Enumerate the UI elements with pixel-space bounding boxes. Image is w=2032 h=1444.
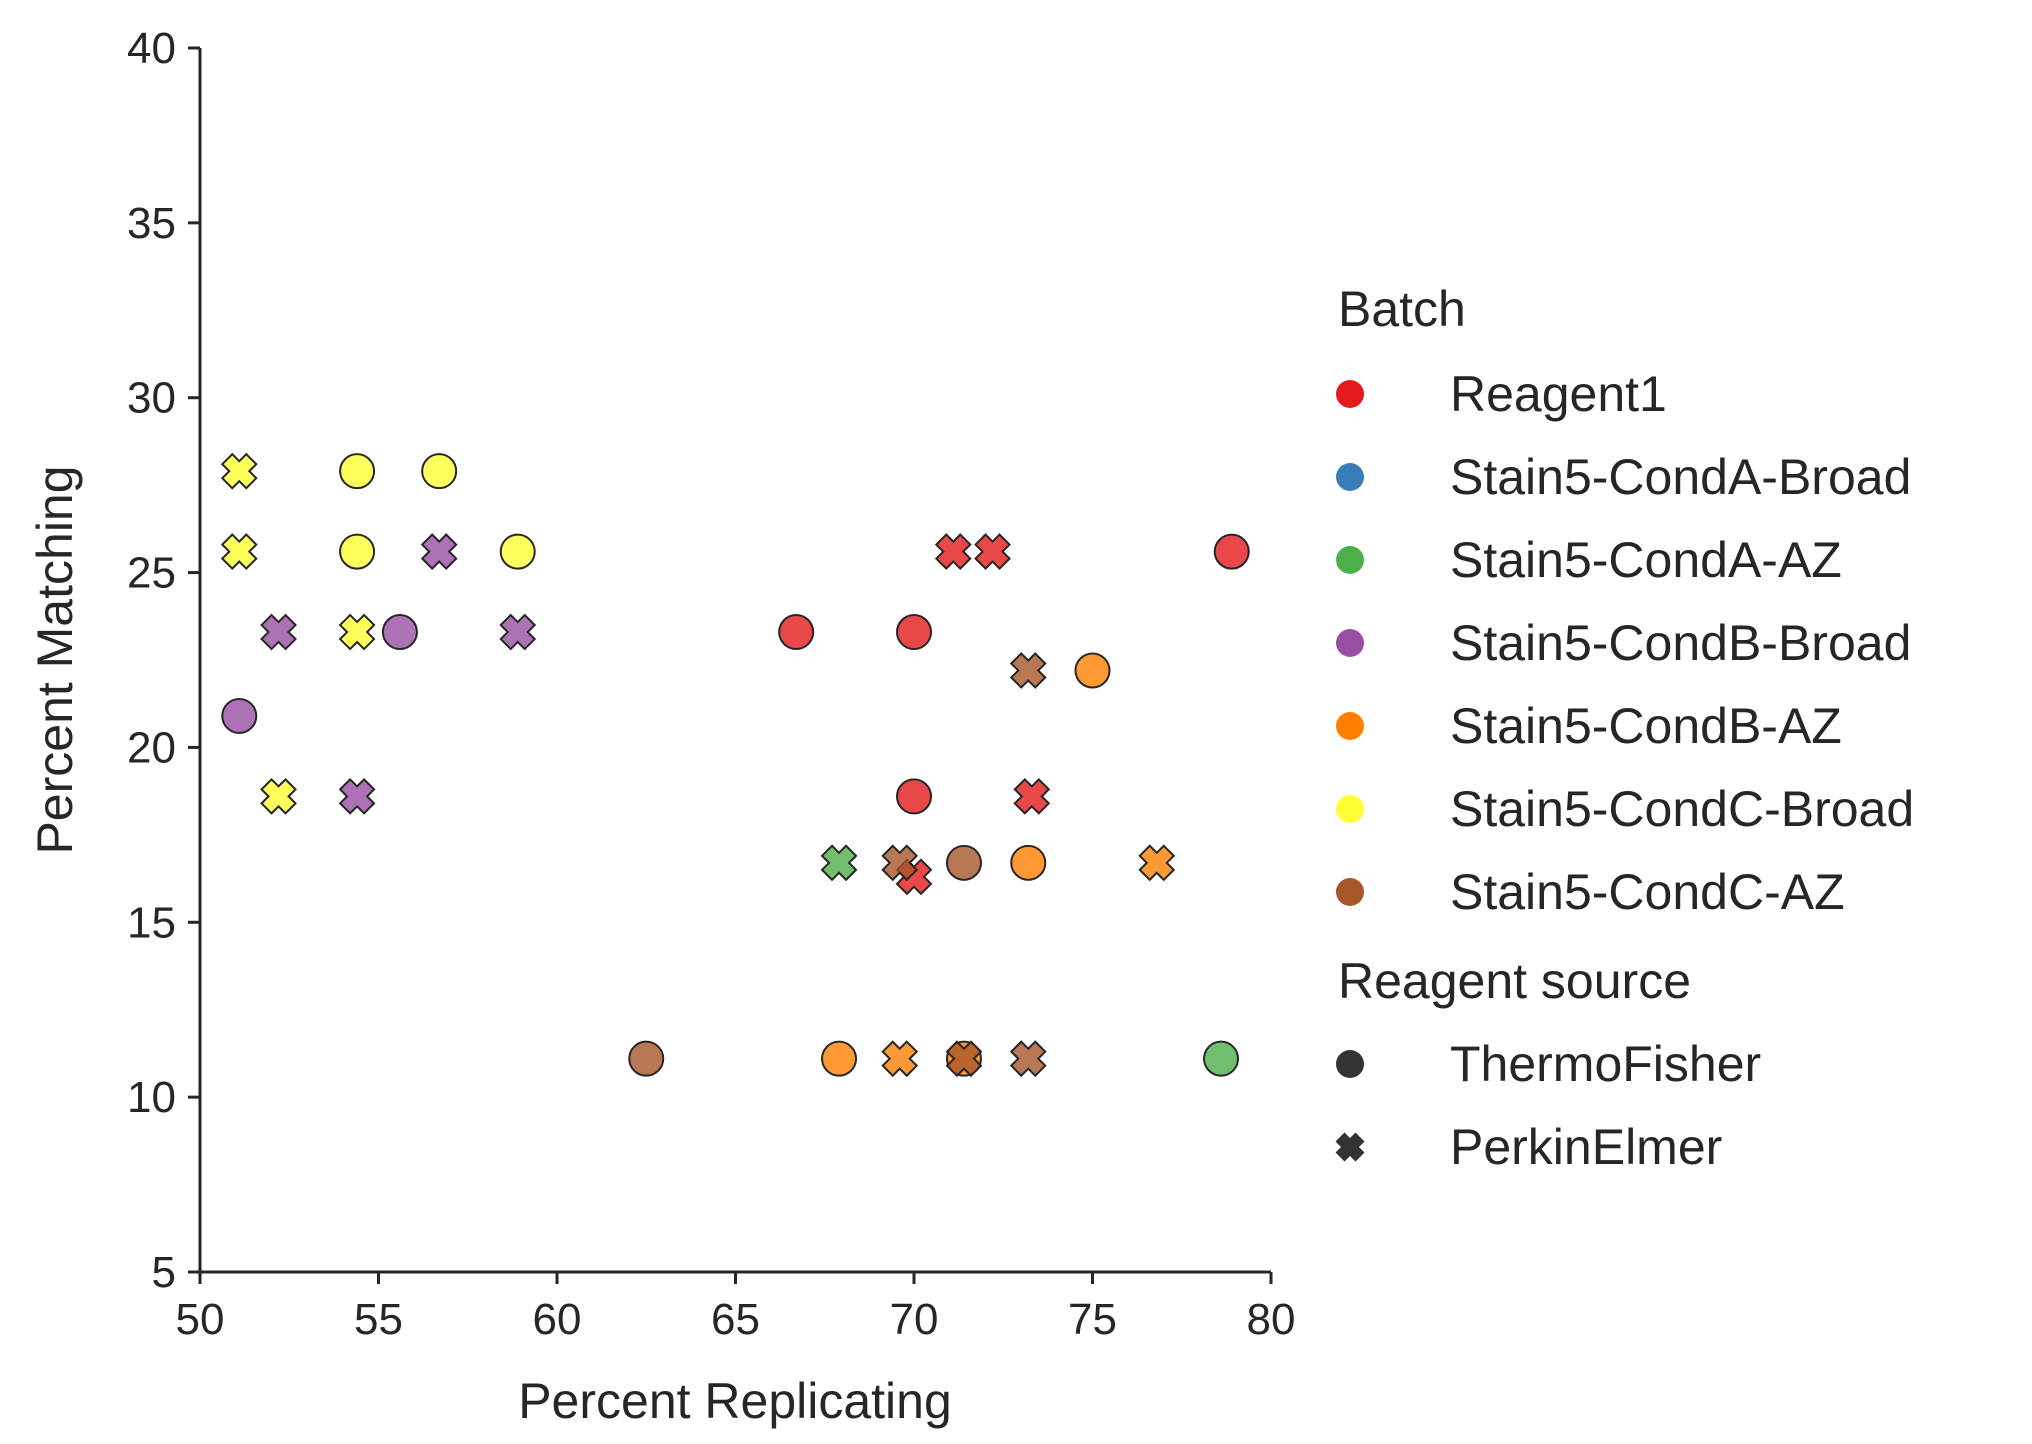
legend-title-batch: Batch <box>1338 281 1466 337</box>
data-point-circle <box>339 453 376 490</box>
legend-marker-x <box>1335 1132 1365 1162</box>
data-point-x <box>1138 844 1176 882</box>
data-point-x <box>220 452 258 490</box>
data-point-x <box>974 533 1011 571</box>
data-point-circle <box>896 614 932 651</box>
legend-item-label: Reagent1 <box>1450 366 1667 422</box>
legend-marker <box>1336 795 1364 823</box>
legend-marker <box>1336 380 1364 408</box>
axes <box>198 48 1271 1274</box>
data-point-circle <box>1074 652 1111 689</box>
y-tick-label: 15 <box>127 898 176 947</box>
x-tick-label: 50 <box>176 1295 225 1344</box>
legend-title-source: Reagent source <box>1338 953 1691 1009</box>
data-point-circle <box>945 844 982 881</box>
data-point-x <box>260 777 297 815</box>
legend-item-label: Stain5-CondA-AZ <box>1450 532 1842 588</box>
legend-marker <box>1336 712 1364 740</box>
data-point-circle <box>821 1040 858 1077</box>
data-point-x <box>1013 777 1051 815</box>
x-tick-label: 70 <box>890 1295 939 1344</box>
data-point-x <box>338 613 376 651</box>
legend-marker <box>1336 463 1364 491</box>
data-point-circle <box>421 453 458 490</box>
legend-item-label: Stain5-CondC-AZ <box>1450 864 1845 920</box>
data-point-circle <box>499 533 536 570</box>
data-point-circle <box>628 1040 665 1077</box>
y-tick-label: 30 <box>127 374 176 423</box>
data-point-x <box>260 613 297 651</box>
data-point-x <box>338 777 376 815</box>
legend-marker <box>1336 629 1364 657</box>
data-point-x <box>934 533 972 571</box>
y-tick-label: 10 <box>127 1073 176 1122</box>
points-layer <box>220 452 1250 1078</box>
data-point-x <box>881 844 919 882</box>
x-tick-label: 55 <box>354 1295 403 1344</box>
legend-item-label: PerkinElmer <box>1450 1119 1722 1175</box>
x-tick-label: 65 <box>711 1295 760 1344</box>
data-point-x <box>881 1040 919 1078</box>
data-point-circle <box>778 614 815 651</box>
x-tick-label: 60 <box>533 1295 582 1344</box>
legend-marker <box>1336 546 1364 574</box>
y-tick-label: 5 <box>152 1248 176 1297</box>
data-point-x <box>1009 652 1047 689</box>
y-tick-label: 20 <box>127 723 176 772</box>
data-point-circle <box>221 697 258 734</box>
y-tick-label: 25 <box>127 549 176 598</box>
x-tick-label: 75 <box>1068 1295 1117 1344</box>
ticks: 50 55 60 65 70 75 80 5 10 15 20 25 30 35 40 <box>127 24 1295 1344</box>
data-point-circle <box>1203 1040 1240 1077</box>
y-tick-label: 40 <box>127 24 176 73</box>
legend-marker <box>1336 878 1364 906</box>
legend: Batch Reagent1 Stain5-CondA-Broad Stain5-Co… <box>1335 281 1914 1175</box>
legend-item-label: Stain5-CondB-Broad <box>1450 615 1911 671</box>
y-tick-label: 35 <box>127 199 176 248</box>
data-point-x <box>820 844 858 882</box>
x-tick-label: 80 <box>1247 1295 1296 1344</box>
data-point-circle <box>381 614 418 651</box>
legend-item-label: Stain5-CondA-Broad <box>1450 449 1911 505</box>
legend-item-label: Stain5-CondB-AZ <box>1450 698 1842 754</box>
y-axis-label: Percent Matching <box>27 465 83 854</box>
legend-item-label: Stain5-CondC-Broad <box>1450 781 1914 837</box>
x-axis-label: Percent Replicating <box>518 1373 952 1429</box>
data-point-x <box>1009 1040 1047 1078</box>
legend-item-label: ThermoFisher <box>1450 1036 1761 1092</box>
data-point-circle <box>1010 844 1047 881</box>
data-point-circle <box>339 533 376 570</box>
data-point-x <box>220 533 258 571</box>
data-point-x <box>945 1040 983 1078</box>
data-point-x <box>499 613 537 651</box>
data-point-circle <box>1213 533 1250 570</box>
legend-marker-circle <box>1336 1050 1364 1078</box>
data-point-x <box>420 533 458 571</box>
data-point-circle <box>896 778 932 815</box>
